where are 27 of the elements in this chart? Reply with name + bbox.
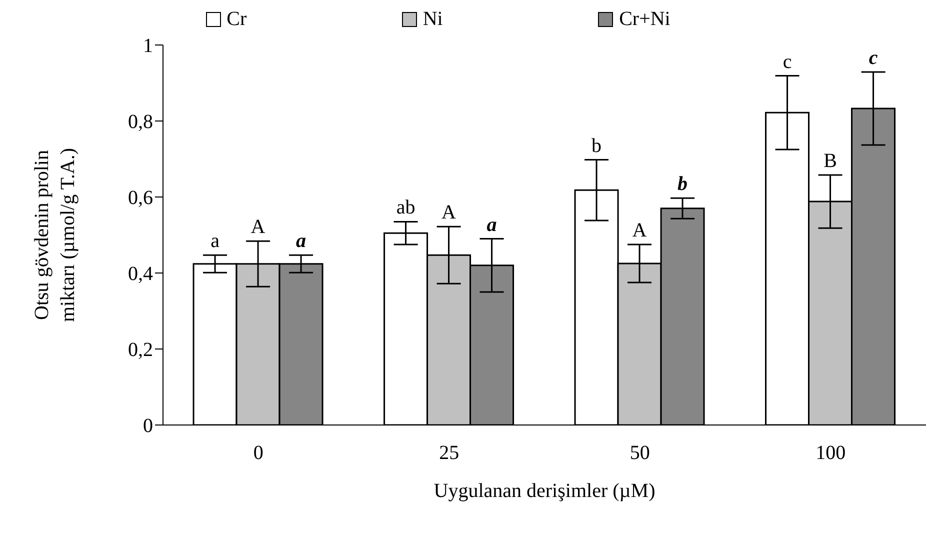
y-tick-label: 0,2 (128, 339, 153, 362)
data-label: A (442, 202, 457, 224)
legend-label: Cr+Ni (619, 8, 670, 31)
x-tick-label: 100 (816, 442, 846, 464)
data-label: A (250, 216, 266, 238)
data-label: a (210, 230, 220, 252)
data-label: c (782, 50, 792, 73)
x-axis-title: Uygulanan derişimler (µM) (434, 480, 656, 502)
y-tick-label: 1 (143, 35, 153, 58)
data-label: B (824, 150, 837, 172)
y-tick-label: 0,6 (128, 187, 153, 210)
data-label: b (678, 173, 688, 196)
x-tick-label: 50 (630, 442, 650, 464)
x-tick-label: 25 (439, 442, 460, 464)
y-tick-label: 0,4 (128, 263, 153, 286)
x-tick-label: 0 (253, 442, 264, 464)
legend-label: Cr (226, 8, 247, 31)
data-label: ab (396, 196, 416, 219)
y-tick-label: 0,8 (128, 111, 153, 134)
data-label: c (868, 46, 878, 69)
data-label: a (296, 230, 306, 252)
y-tick-label: 0 (143, 415, 153, 438)
data-label: a (486, 214, 497, 236)
data-label: b (592, 134, 602, 157)
legend-label: Ni (422, 8, 443, 31)
y-axis-title: Otsu gövdenin prolin miktarı (µmol/g T.A.) (31, 148, 79, 322)
data-label: A (632, 220, 648, 242)
